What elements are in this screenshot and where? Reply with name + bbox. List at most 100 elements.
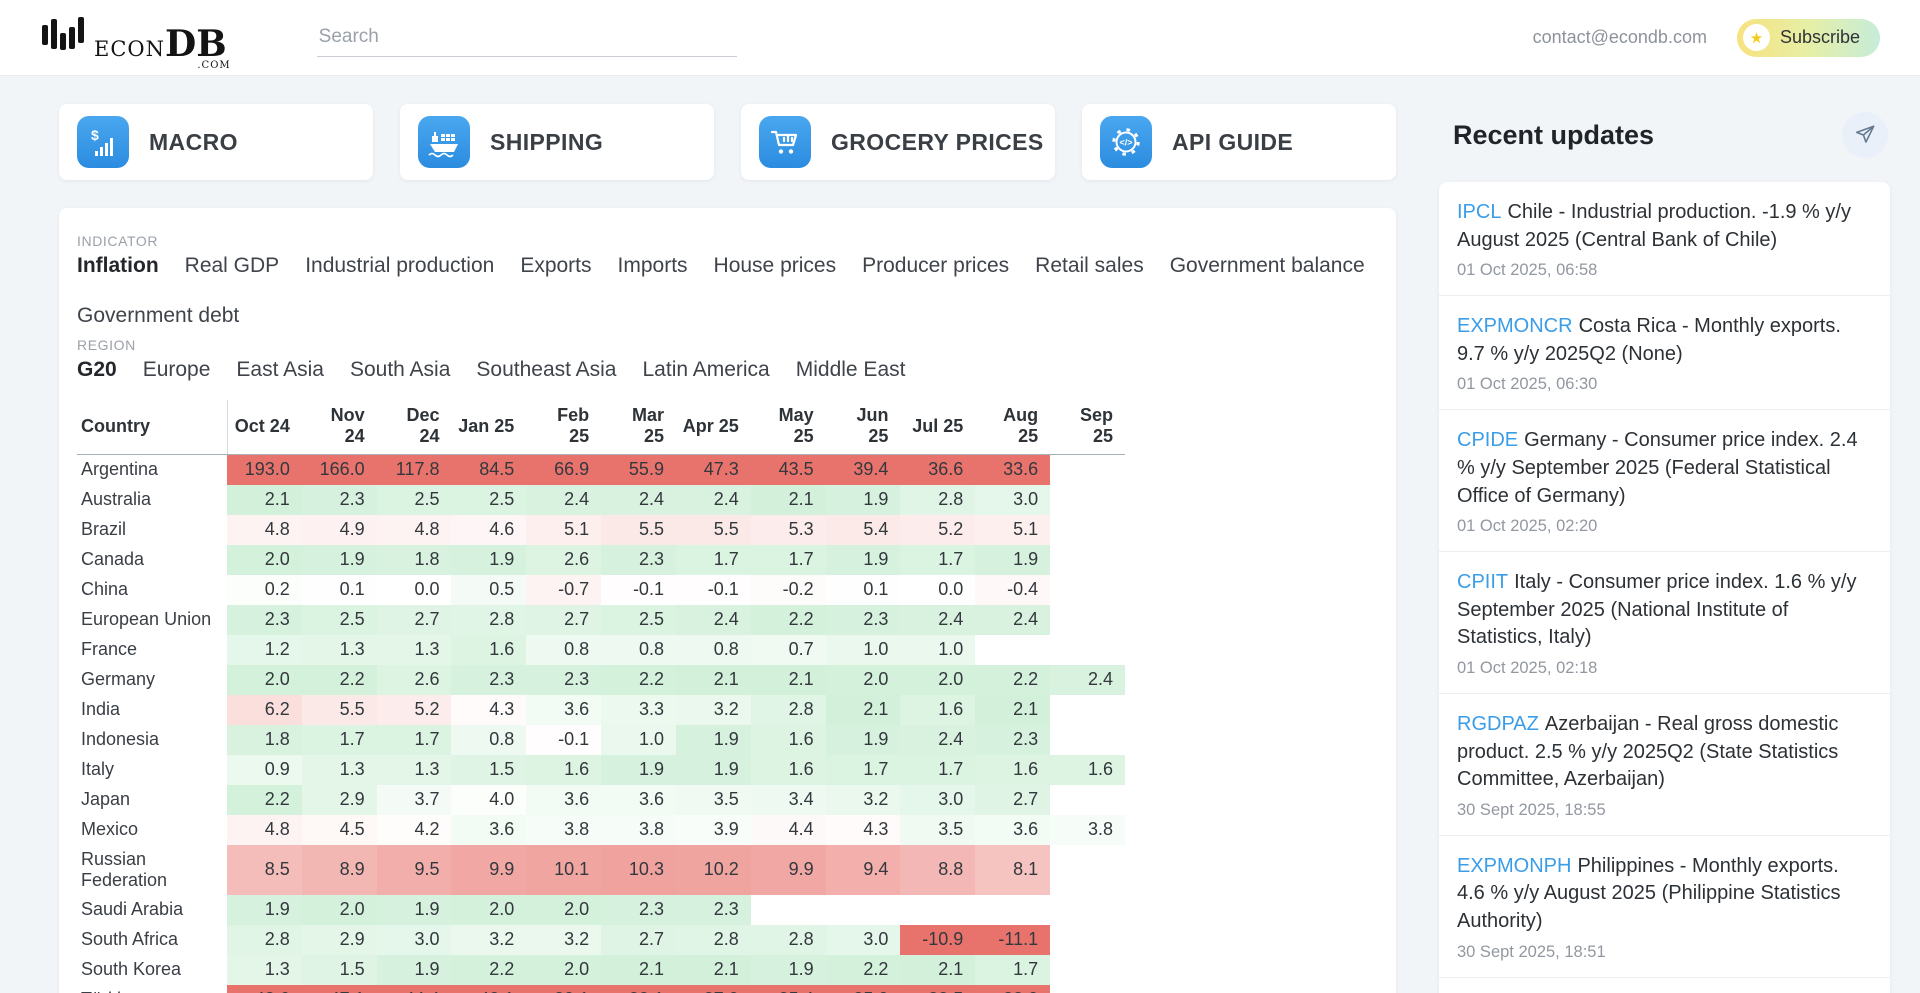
country-cell[interactable]: Argentina — [77, 454, 227, 485]
update-text: Azerbaijan - Real gross domestic product… — [1457, 712, 1839, 791]
value-cell — [826, 895, 901, 925]
indicator-tab-imports[interactable]: Imports — [617, 254, 688, 277]
month-column-header: Feb 25 — [526, 400, 602, 455]
update-code-link[interactable]: EXPMONPH — [1457, 854, 1572, 877]
country-cell[interactable]: Mexico — [77, 814, 227, 845]
value-cell: 6.2 — [227, 694, 302, 725]
value-cell: 2.3 — [451, 664, 527, 695]
region-tab-europe[interactable]: Europe — [142, 358, 211, 381]
table-row: Türkiye48.647.144.442.139.138.137.935.43… — [77, 984, 1125, 993]
value-cell: 3.6 — [975, 814, 1051, 845]
logo-bars-icon — [40, 14, 86, 61]
update-code-link[interactable]: EXPMONCR — [1457, 315, 1573, 338]
region-tab-latin-america[interactable]: Latin America — [642, 358, 770, 381]
country-cell[interactable]: European Union — [77, 604, 227, 635]
indicator-tab-industrial-production[interactable]: Industrial production — [305, 254, 495, 277]
value-cell: 2.8 — [675, 924, 751, 955]
country-cell[interactable]: Australia — [77, 484, 227, 515]
value-cell: 2.8 — [750, 694, 826, 725]
value-cell: 1.3 — [301, 754, 377, 785]
country-cell[interactable]: Indonesia — [77, 724, 227, 755]
value-cell: 5.4 — [825, 514, 901, 545]
value-cell: 84.5 — [451, 454, 527, 485]
shipping-card[interactable]: SHIPPING — [400, 104, 714, 180]
country-cell[interactable]: Russian Federation — [77, 844, 227, 895]
value-cell: 1.6 — [975, 754, 1051, 785]
country-cell[interactable]: Saudi Arabia — [77, 894, 227, 925]
econdb-logo[interactable]: econ DB .com — [40, 14, 230, 71]
value-cell: 4.0 — [451, 784, 527, 815]
value-cell: 4.9 — [301, 514, 377, 545]
value-cell: -0.4 — [975, 574, 1051, 605]
country-cell[interactable]: Germany — [77, 664, 227, 695]
value-cell: 1.5 — [301, 954, 377, 985]
country-cell[interactable]: China — [77, 574, 227, 605]
update-code-link[interactable]: CPIDE — [1457, 429, 1519, 452]
indicator-tab-government-balance[interactable]: Government balance — [1169, 254, 1365, 277]
update-code-link[interactable]: RGDPAZ — [1457, 712, 1539, 735]
country-cell[interactable]: India — [77, 694, 227, 725]
value-cell: 2.7 — [376, 604, 452, 635]
value-cell: 48.6 — [227, 984, 302, 993]
update-timestamp: 01 Oct 2025, 02:20 — [1457, 517, 1598, 536]
value-cell: 4.8 — [227, 514, 302, 545]
value-cell: 5.1 — [526, 514, 602, 545]
search-input[interactable] — [316, 18, 737, 57]
value-cell: 3.6 — [526, 694, 602, 725]
country-cell[interactable]: Türkiye — [77, 984, 227, 993]
indicator-tab-exports[interactable]: Exports — [520, 254, 592, 277]
value-cell: 1.6 — [750, 754, 826, 785]
update-code-link[interactable]: IPCL — [1457, 201, 1502, 223]
api-guide-card[interactable]: </> API GUIDE — [1082, 104, 1396, 180]
grocery-prices-card[interactable]: GROCERY PRICES — [741, 104, 1055, 180]
month-column-header: Sep 25 — [1050, 400, 1125, 455]
subscribe-button[interactable]: ★ Subscribe — [1736, 18, 1880, 57]
value-cell — [975, 895, 1050, 925]
indicator-tab-house-prices[interactable]: House prices — [713, 254, 837, 277]
country-cell[interactable]: France — [77, 634, 227, 665]
update-item: EXPMONPH Philippines - Monthly exports. 4… — [1439, 834, 1890, 977]
value-cell: 0.8 — [526, 634, 602, 665]
value-cell: 3.2 — [451, 924, 527, 955]
value-cell — [751, 895, 826, 925]
indicator-tab-inflation[interactable]: Inflation — [77, 254, 159, 277]
indicator-tab-government-debt[interactable]: Government debt — [77, 304, 240, 327]
value-cell: -0.1 — [526, 724, 602, 755]
value-cell: -0.7 — [526, 574, 602, 605]
indicator-tab-producer-prices[interactable]: Producer prices — [862, 254, 1010, 277]
value-cell: -10.9 — [900, 924, 976, 955]
indicator-tab-real-gdp[interactable]: Real GDP — [184, 254, 280, 277]
region-tab-g20[interactable]: G20 — [77, 358, 117, 381]
region-tab-middle-east[interactable]: Middle East — [795, 358, 906, 381]
region-tab-east-asia[interactable]: East Asia — [236, 358, 324, 381]
region-tab-southeast-asia[interactable]: Southeast Asia — [476, 358, 617, 381]
value-cell — [1050, 695, 1125, 725]
country-cell[interactable]: South Africa — [77, 924, 227, 955]
country-cell[interactable]: Japan — [77, 784, 227, 815]
value-cell: 1.9 — [825, 484, 901, 515]
value-cell: 3.3 — [601, 694, 676, 725]
value-cell — [1050, 635, 1125, 665]
value-cell: 3.8 — [1050, 814, 1125, 845]
month-column-header: Aug 25 — [975, 400, 1051, 455]
month-column-header: Jan 25 — [451, 400, 527, 455]
value-cell: 9.4 — [825, 844, 901, 895]
macro-card[interactable]: $ MACRO — [59, 104, 373, 180]
value-cell: 3.2 — [825, 784, 901, 815]
value-cell: 2.2 — [825, 954, 901, 985]
value-cell: 3.8 — [526, 814, 602, 845]
country-cell[interactable]: Italy — [77, 754, 227, 785]
send-newsletter-button[interactable] — [1842, 112, 1888, 158]
country-cell[interactable]: South Korea — [77, 954, 227, 985]
contact-email-link[interactable]: contact@econdb.com — [1532, 27, 1707, 47]
value-cell: 2.4 — [975, 604, 1051, 635]
indicator-tab-retail-sales[interactable]: Retail sales — [1035, 254, 1144, 277]
value-cell: 1.5 — [451, 754, 527, 785]
country-cell[interactable]: Canada — [77, 544, 227, 575]
update-code-link[interactable]: CPIIT — [1457, 571, 1509, 594]
region-tab-south-asia[interactable]: South Asia — [349, 358, 451, 381]
value-cell: 3.4 — [750, 784, 826, 815]
value-cell: 2.2 — [601, 664, 676, 695]
country-cell[interactable]: Brazil — [77, 514, 227, 545]
value-cell: 39.4 — [825, 454, 901, 485]
